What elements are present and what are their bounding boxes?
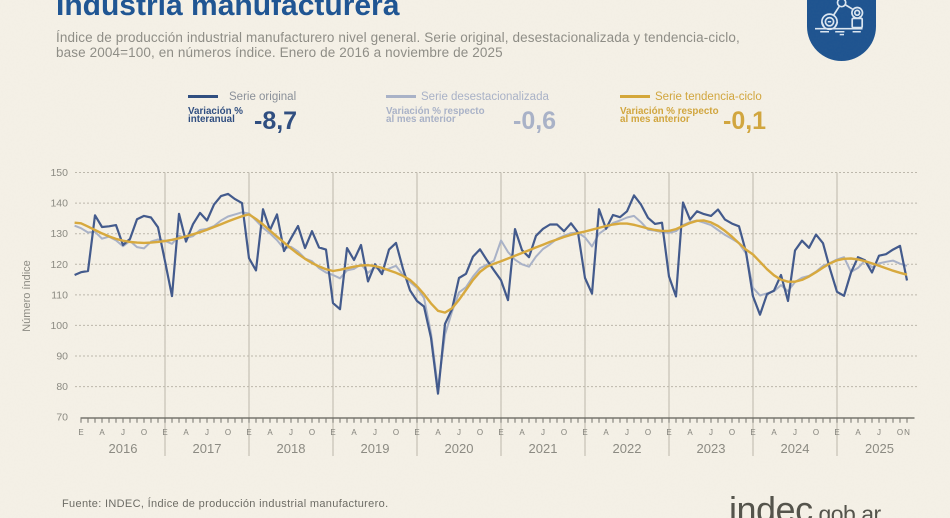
svg-text:O: O (393, 428, 399, 437)
svg-text:A: A (603, 428, 609, 437)
svg-text:130: 130 (50, 228, 68, 240)
svg-text:E: E (498, 428, 503, 437)
svg-text:70: 70 (56, 412, 68, 424)
svg-text:J: J (457, 428, 461, 437)
svg-text:E: E (78, 428, 83, 437)
svg-text:O: O (645, 428, 651, 437)
svg-text:A: A (99, 428, 105, 437)
svg-text:E: E (834, 428, 839, 437)
svg-text:80: 80 (56, 381, 68, 393)
svg-text:2024: 2024 (781, 441, 810, 456)
svg-text:A: A (855, 428, 861, 437)
svg-text:E: E (666, 428, 671, 437)
svg-text:J: J (541, 428, 545, 437)
svg-text:E: E (330, 428, 335, 437)
svg-text:J: J (625, 428, 629, 437)
svg-text:2020: 2020 (445, 441, 474, 456)
svg-text:J: J (793, 428, 797, 437)
svg-text:90: 90 (56, 351, 68, 363)
svg-text:O: O (897, 428, 903, 437)
svg-text:O: O (225, 428, 231, 437)
svg-text:A: A (435, 428, 441, 437)
svg-text:2023: 2023 (697, 441, 726, 456)
svg-text:O: O (729, 428, 735, 437)
svg-text:100: 100 (50, 320, 68, 332)
svg-text:2019: 2019 (361, 441, 390, 456)
svg-text:A: A (687, 428, 693, 437)
svg-text:E: E (750, 428, 755, 437)
svg-text:J: J (709, 428, 713, 437)
svg-text:J: J (205, 428, 209, 437)
svg-text:J: J (877, 428, 881, 437)
svg-text:O: O (477, 428, 483, 437)
svg-text:2022: 2022 (613, 441, 642, 456)
svg-text:E: E (162, 428, 167, 437)
svg-text:110: 110 (51, 289, 68, 301)
svg-text:E: E (414, 428, 419, 437)
svg-text:N: N (904, 428, 910, 437)
svg-text:A: A (267, 428, 273, 437)
svg-text:A: A (771, 428, 777, 437)
svg-text:O: O (309, 428, 315, 437)
svg-text:A: A (519, 428, 525, 437)
svg-text:E: E (246, 428, 251, 437)
svg-text:2017: 2017 (193, 441, 222, 456)
svg-text:2016: 2016 (109, 441, 138, 456)
svg-text:A: A (183, 428, 189, 437)
svg-text:O: O (561, 428, 567, 437)
svg-text:J: J (373, 428, 377, 437)
svg-text:150: 150 (50, 167, 68, 179)
svg-text:2018: 2018 (277, 441, 306, 456)
svg-text:E: E (582, 428, 587, 437)
svg-text:2021: 2021 (529, 441, 558, 456)
svg-text:O: O (141, 428, 147, 437)
svg-text:O: O (813, 428, 819, 437)
svg-text:120: 120 (50, 259, 68, 271)
svg-text:140: 140 (50, 198, 68, 210)
svg-text:J: J (289, 428, 293, 437)
svg-text:J: J (121, 428, 125, 437)
svg-text:2025: 2025 (865, 441, 894, 456)
svg-text:Número índice: Número índice (21, 260, 33, 332)
svg-text:A: A (351, 428, 357, 437)
